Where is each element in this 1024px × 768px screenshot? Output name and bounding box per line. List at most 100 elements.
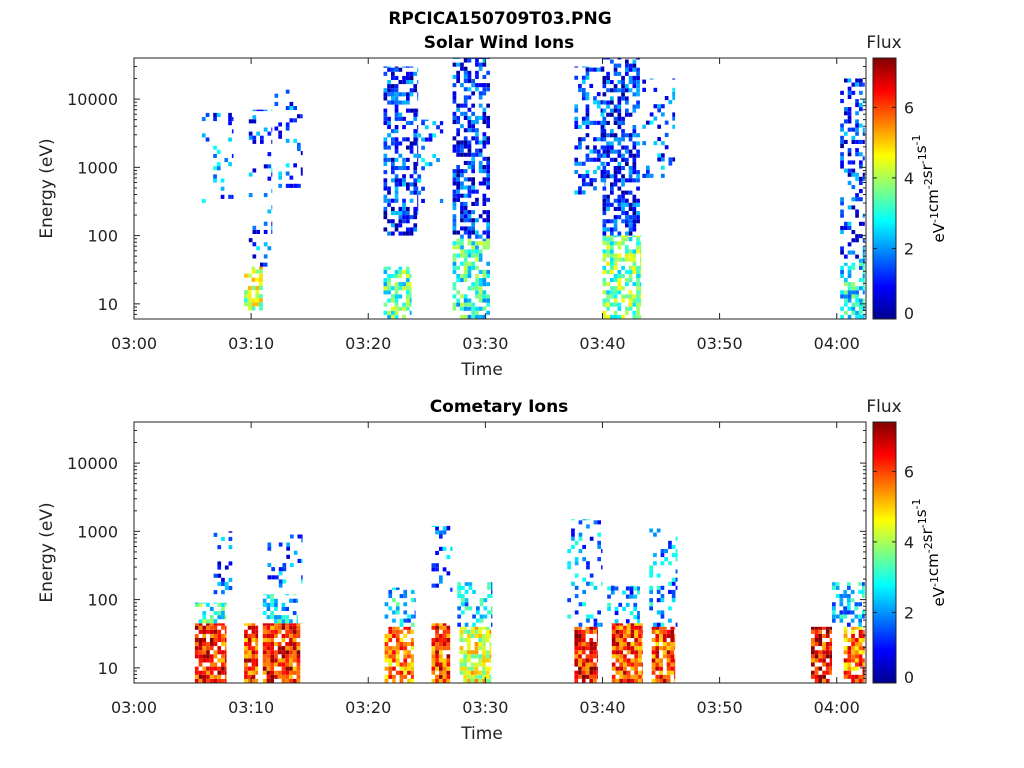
heatmap-cell — [463, 177, 468, 182]
heatmap-cell — [486, 83, 490, 88]
heatmap-cell — [206, 654, 210, 659]
heatmap-cell — [855, 148, 859, 153]
heatmap-cell — [602, 149, 607, 154]
heatmap-cell — [633, 594, 638, 599]
heatmap-cell — [653, 532, 657, 537]
heatmap-cell — [471, 169, 475, 174]
heatmap-cell — [263, 229, 268, 234]
heatmap-cell — [628, 174, 633, 179]
heatmap-cell — [641, 666, 643, 671]
heatmap-cell — [463, 658, 467, 663]
heatmap-cell — [285, 625, 289, 630]
heatmap-cell — [847, 180, 852, 185]
heatmap-cell — [482, 91, 487, 96]
heatmap-cell — [478, 234, 483, 239]
heatmap-cell — [270, 674, 274, 679]
heatmap-cell — [855, 286, 859, 291]
heatmap-cell — [270, 611, 274, 616]
heatmap-cell — [387, 116, 391, 121]
heatmap-cell — [578, 83, 582, 88]
heatmap-cell — [610, 585, 615, 587]
heatmap-cell — [464, 602, 469, 607]
heatmap-cell — [626, 623, 631, 626]
heatmap-cell — [402, 286, 406, 291]
heatmap-cell — [395, 658, 400, 663]
heatmap-cell — [659, 638, 663, 643]
heatmap-cell — [862, 213, 865, 218]
heatmap-cell — [628, 249, 633, 254]
heatmap-cell — [296, 670, 301, 675]
heatmap-cell — [285, 654, 289, 659]
heatmap-cell — [262, 670, 267, 675]
heatmap-cell — [610, 253, 614, 258]
heatmap-cell — [606, 198, 610, 203]
heatmap-cell — [657, 124, 661, 129]
heatmap-cell — [417, 92, 419, 97]
y-tick-label: 1000 — [77, 158, 118, 177]
heatmap-cell — [574, 169, 579, 174]
heatmap-cell — [406, 269, 410, 274]
heatmap-cell — [388, 606, 393, 611]
heatmap-cell — [267, 246, 272, 251]
heatmap-cell — [213, 650, 218, 655]
heatmap-cell — [255, 646, 259, 651]
heatmap-cell — [439, 121, 444, 126]
heatmap-cell — [602, 108, 607, 113]
heatmap-cell — [244, 666, 248, 671]
heatmap-cell — [613, 63, 618, 68]
heatmap-cell — [619, 646, 623, 651]
heatmap-cell — [289, 670, 293, 675]
heatmap-cell — [571, 581, 575, 586]
heatmap-cell — [491, 585, 493, 590]
heatmap-cell — [840, 265, 844, 270]
heatmap-cell — [661, 153, 665, 158]
heatmap-cell — [228, 137, 232, 142]
heatmap-cell — [394, 290, 399, 295]
heatmap-cell — [475, 83, 479, 88]
heatmap-cell — [471, 177, 475, 182]
heatmap-cell — [259, 306, 263, 311]
heatmap-cell — [621, 274, 625, 279]
heatmap-cell — [593, 145, 597, 150]
heatmap-cell — [606, 237, 610, 242]
heatmap-cell — [463, 674, 467, 679]
heatmap-cell — [674, 638, 676, 643]
x-tick-label: 04:00 — [814, 698, 860, 717]
heatmap-cell — [398, 112, 403, 117]
heatmap-cell — [604, 161, 606, 166]
heatmap-cell — [571, 544, 575, 549]
heatmap-cell — [625, 278, 629, 283]
heatmap-cell — [460, 193, 464, 198]
heatmap-cell — [636, 215, 640, 220]
colorbar — [872, 57, 897, 320]
heatmap-cell — [578, 658, 582, 663]
heatmap-cell — [606, 170, 610, 175]
heatmap-cell — [844, 221, 848, 226]
heatmap-cell — [641, 625, 643, 630]
heatmap-cell — [601, 622, 603, 627]
heatmap-cell — [394, 112, 399, 117]
heatmap-cell — [589, 178, 594, 183]
heatmap-cell — [439, 646, 443, 651]
heatmap-cell — [632, 314, 637, 319]
heatmap-cell — [602, 298, 607, 303]
heatmap-cell — [285, 619, 289, 624]
heatmap-cell — [486, 245, 490, 250]
heatmap-cell — [478, 140, 483, 145]
heatmap-cell — [270, 638, 274, 643]
heatmap-cell — [479, 602, 484, 607]
heatmap-cell — [270, 615, 274, 620]
heatmap-cell — [632, 206, 637, 211]
heatmap-cell — [224, 666, 227, 671]
heatmap-cell — [471, 79, 475, 84]
heatmap-cell — [460, 148, 464, 153]
colorbar-tick-label: 4 — [904, 533, 914, 552]
heatmap-cell — [403, 633, 408, 638]
heatmap-cell — [625, 84, 629, 89]
heatmap-cell — [467, 261, 472, 266]
heatmap-cell — [486, 140, 490, 145]
heatmap-cell — [485, 626, 490, 630]
heatmap-cell — [855, 131, 859, 136]
heatmap-cell — [463, 650, 467, 655]
heatmap-cell — [657, 104, 661, 109]
